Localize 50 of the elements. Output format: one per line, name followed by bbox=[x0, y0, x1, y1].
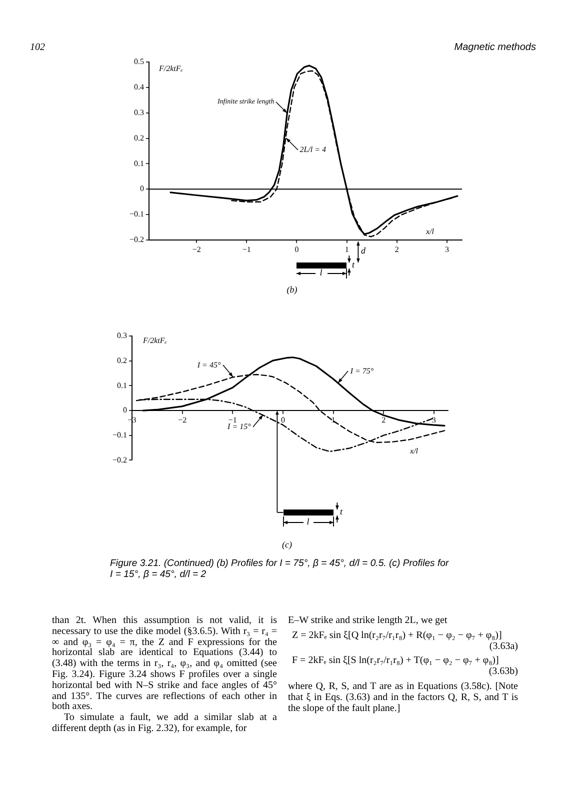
text: l bbox=[320, 268, 322, 278]
y-tick-label: 0.2 bbox=[134, 133, 144, 142]
y-tick-label: −0.1 bbox=[129, 210, 144, 219]
text: (c) bbox=[282, 540, 292, 550]
series-label: 2L/l = 4 bbox=[300, 145, 326, 154]
series-label: I = 15° bbox=[226, 422, 252, 432]
x-tick-label: 0 bbox=[280, 415, 285, 424]
x-tick-label: −1 bbox=[242, 244, 251, 254]
y-tick-label: 0.5 bbox=[134, 57, 144, 66]
text: Z = 2kFₑ sin ξ[Q ln(r₂r₇/r₁r₈) + R(φ₁ − φ₂ − φ₇ + φ₈)] (3.63a) bbox=[291, 630, 518, 652]
text: E–W strike and strike length 2L, we get bbox=[288, 615, 448, 627]
x-tick-label: −2 bbox=[178, 415, 187, 424]
caption: Figure 3.21. (Continued) (b) Profiles for I = 75°, β = 45°, d/l = 0.5. (c) Profiles for I = 15°, β = 45°, d/l = 2 bbox=[110, 558, 450, 580]
series-label: I = 75° bbox=[349, 366, 374, 376]
x-tick-label: 2 bbox=[382, 415, 386, 424]
x-axis-title: x/l bbox=[409, 446, 419, 456]
y-tick-label: 0.2 bbox=[117, 356, 127, 365]
text: To simulate a fault, we add a similar slab at a different depth (as in Fig. 2.32), for example, for bbox=[52, 712, 277, 735]
series-label: I = 45° bbox=[196, 360, 222, 370]
x-axis-title: x/l bbox=[425, 227, 435, 236]
x-tick-label: 1 bbox=[331, 415, 336, 424]
x-tick-label: −1 bbox=[228, 415, 237, 424]
y-tick-label: 0.3 bbox=[117, 331, 127, 340]
text: d bbox=[361, 246, 366, 256]
text: 102 bbox=[30, 42, 45, 53]
text: Magnetic methods bbox=[454, 42, 536, 53]
y-tick-label: 0.4 bbox=[134, 82, 144, 92]
y-tick-label: −0.1 bbox=[112, 430, 127, 440]
x-tick-label: 2 bbox=[394, 244, 399, 254]
y-tick-label: 0.1 bbox=[134, 158, 144, 168]
text: than 2t. When this assumption is not valid, it is necessary to use the dike model (§3.6.5). With r₃ = r₄ = ∞ and φ₃ = φ₄ = π, the Z and F expressions for the horizontal slab are identical to Equations (3.44) to (3.48) with the terms in r₃, r₄, φ₃, and φ₄ omitted (see Fig. 3.24). Figure 3.24 shows F profiles over a single horizontal bed with N–S strike and face angles of 45° and 135°. The curves are reflections of each other in both axes. bbox=[52, 615, 277, 712]
y-tick-label: 0.1 bbox=[117, 380, 127, 390]
y-tick-label: −0.2 bbox=[129, 235, 144, 244]
text: t bbox=[352, 260, 355, 270]
text: l bbox=[306, 516, 310, 526]
text: F = 2kFₑ sin ξ[S ln(r₂r₇/r₁r₈) + T(φ₁ − φ₂ − φ₇ + φ₈)] (3.63b) bbox=[291, 655, 518, 678]
text: where Q, R, S, and T are as in Equations (3.58c). [Note that ξ in Eqs. (3.63) and in the factors Q, R, S, and T is the slope of the fault plane.] bbox=[288, 680, 518, 714]
x-tick-label: 1 bbox=[344, 244, 349, 254]
text: t bbox=[340, 506, 343, 516]
y-axis-title: F/2ktFₑ bbox=[158, 64, 183, 74]
x-tick-label: 3 bbox=[432, 415, 436, 424]
x-tick-label: −2 bbox=[192, 244, 201, 254]
x-tick-label: 3 bbox=[444, 244, 449, 254]
text: (b) bbox=[286, 284, 298, 294]
x-tick-label: 0 bbox=[294, 244, 299, 254]
y-tick-label: −0.2 bbox=[112, 455, 127, 464]
y-tick-label: 0 bbox=[140, 184, 144, 194]
y-tick-label: 0.3 bbox=[134, 108, 144, 117]
y-axis-title: F/2ktFₑ bbox=[142, 336, 167, 346]
y-tick-label: 0 bbox=[123, 406, 127, 415]
